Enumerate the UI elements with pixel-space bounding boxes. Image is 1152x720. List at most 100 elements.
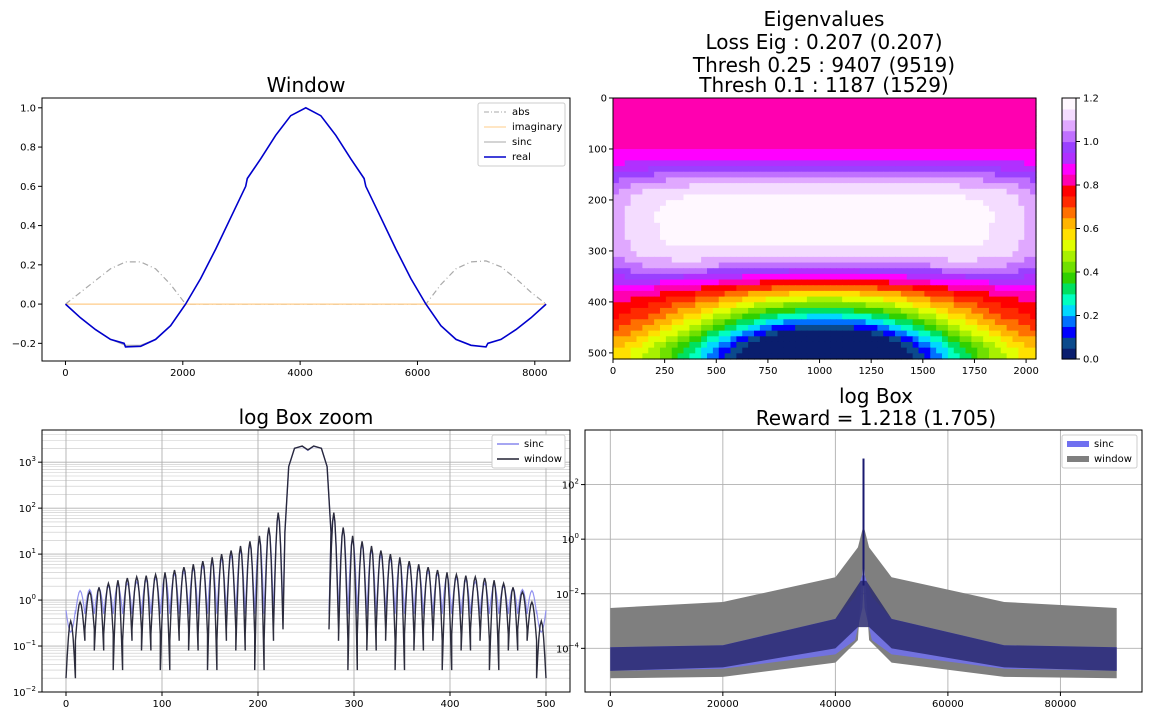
heatmap-cell: [895, 183, 902, 190]
heatmap-cell: [818, 103, 826, 110]
heatmap-cell: [648, 217, 655, 224]
heatmap-cell: [748, 217, 755, 224]
heatmap-cell: [795, 273, 802, 281]
heatmap-cell: [1030, 313, 1037, 320]
heatmap-cell: [730, 217, 737, 224]
heatmap-cell: [989, 268, 996, 275]
x-tick-label: 80000: [1045, 699, 1077, 710]
heatmap-cell: [771, 137, 779, 144]
heatmap-cell: [671, 149, 679, 156]
heatmap-cell: [765, 245, 773, 252]
heatmap-cell: [683, 239, 690, 247]
y-tick-label: 300: [588, 246, 607, 257]
heatmap-cell: [853, 211, 861, 218]
heatmap-cell: [989, 120, 996, 127]
heatmap-cell: [989, 245, 996, 252]
heatmap-cell: [630, 347, 638, 354]
heatmap-cell: [865, 307, 873, 315]
y-tick-label: 100: [19, 593, 36, 607]
colorbar-segment: [1062, 256, 1076, 260]
heatmap-cell: [636, 166, 643, 173]
heatmap-cell: [759, 256, 767, 264]
colorbar-segment: [1062, 206, 1076, 210]
heatmap-cell: [671, 217, 679, 224]
heatmap-cell: [648, 183, 655, 190]
heatmap-cell: [677, 126, 685, 133]
heatmap-cell: [618, 256, 626, 264]
heatmap-cell: [900, 177, 908, 184]
heatmap-cell: [994, 319, 1002, 326]
heatmap-cell: [677, 239, 685, 247]
heatmap-cell: [707, 103, 714, 110]
heatmap-cell: [695, 194, 702, 201]
heatmap-cell: [748, 341, 755, 349]
heatmap-cell: [942, 183, 949, 190]
heatmap-cell: [712, 177, 720, 184]
heatmap-cell: [912, 330, 920, 337]
heatmap-cell: [742, 262, 749, 269]
heatmap-cell: [701, 262, 708, 269]
colorbar-segment: [1062, 348, 1076, 351]
heatmap-cell: [677, 330, 685, 337]
heatmap-cell: [865, 330, 873, 337]
heatmap-cell: [918, 313, 925, 320]
heatmap-cell: [795, 126, 802, 133]
heatmap-cell: [824, 126, 831, 133]
heatmap-cell: [877, 217, 884, 224]
heatmap-cell: [754, 143, 761, 150]
heatmap-cell: [777, 256, 784, 264]
heatmap-cell: [783, 296, 790, 303]
heatmap-cell: [789, 313, 796, 320]
heatmap-cell: [636, 109, 643, 116]
heatmap-cell: [707, 313, 714, 320]
heatmap-cell: [947, 205, 955, 213]
heatmap-cell: [689, 347, 696, 354]
heatmap-cell: [947, 347, 955, 354]
heatmap-cell: [895, 324, 902, 332]
heatmap-cell: [1000, 245, 1008, 252]
heatmap-cell: [759, 290, 767, 298]
heatmap-cell: [1030, 245, 1037, 252]
heatmap-cell: [812, 353, 820, 360]
heatmap-cell: [765, 115, 773, 122]
heatmap-cell: [824, 143, 831, 150]
heatmap-cell: [830, 194, 837, 201]
heatmap-cell: [842, 319, 849, 326]
heatmap-cell: [765, 336, 773, 343]
heatmap-cell: [754, 183, 761, 190]
heatmap-cell: [965, 313, 972, 320]
heatmap-cell: [983, 109, 990, 116]
heatmap-cell: [730, 115, 737, 122]
heatmap-cell: [654, 160, 661, 167]
heatmap-cell: [895, 188, 902, 196]
heatmap-cell: [812, 251, 820, 258]
heatmap-cell: [1006, 222, 1014, 230]
heatmap-cell: [836, 132, 843, 139]
heatmap-cell: [930, 126, 937, 133]
heatmap-cell: [853, 177, 861, 184]
heatmap-cell: [718, 251, 726, 258]
colorbar-segment: [1062, 154, 1076, 158]
heatmap-cell: [1024, 115, 1031, 122]
heatmap-cell: [677, 251, 685, 258]
heatmap-cell: [906, 183, 914, 190]
heatmap-cell: [771, 120, 779, 127]
heatmap-cell: [871, 109, 878, 116]
heatmap-cell: [865, 137, 873, 144]
heatmap-cell: [1006, 279, 1014, 286]
heatmap-cell: [971, 160, 978, 167]
heatmap-cell: [1012, 137, 1019, 144]
heatmap-cell: [989, 285, 996, 292]
heatmap-cell: [965, 160, 972, 167]
heatmap-cell: [924, 262, 931, 269]
heatmap-cell: [895, 222, 902, 230]
heatmap-cell: [636, 262, 643, 269]
heatmap-cell: [971, 302, 978, 309]
heatmap-cell: [777, 149, 784, 156]
heatmap-cell: [613, 149, 620, 156]
heatmap-cell: [959, 200, 967, 207]
colorbar-segment: [1062, 252, 1076, 256]
heatmap-cell: [953, 285, 961, 292]
heatmap-cell: [906, 166, 914, 173]
colorbar-segment: [1062, 311, 1076, 314]
